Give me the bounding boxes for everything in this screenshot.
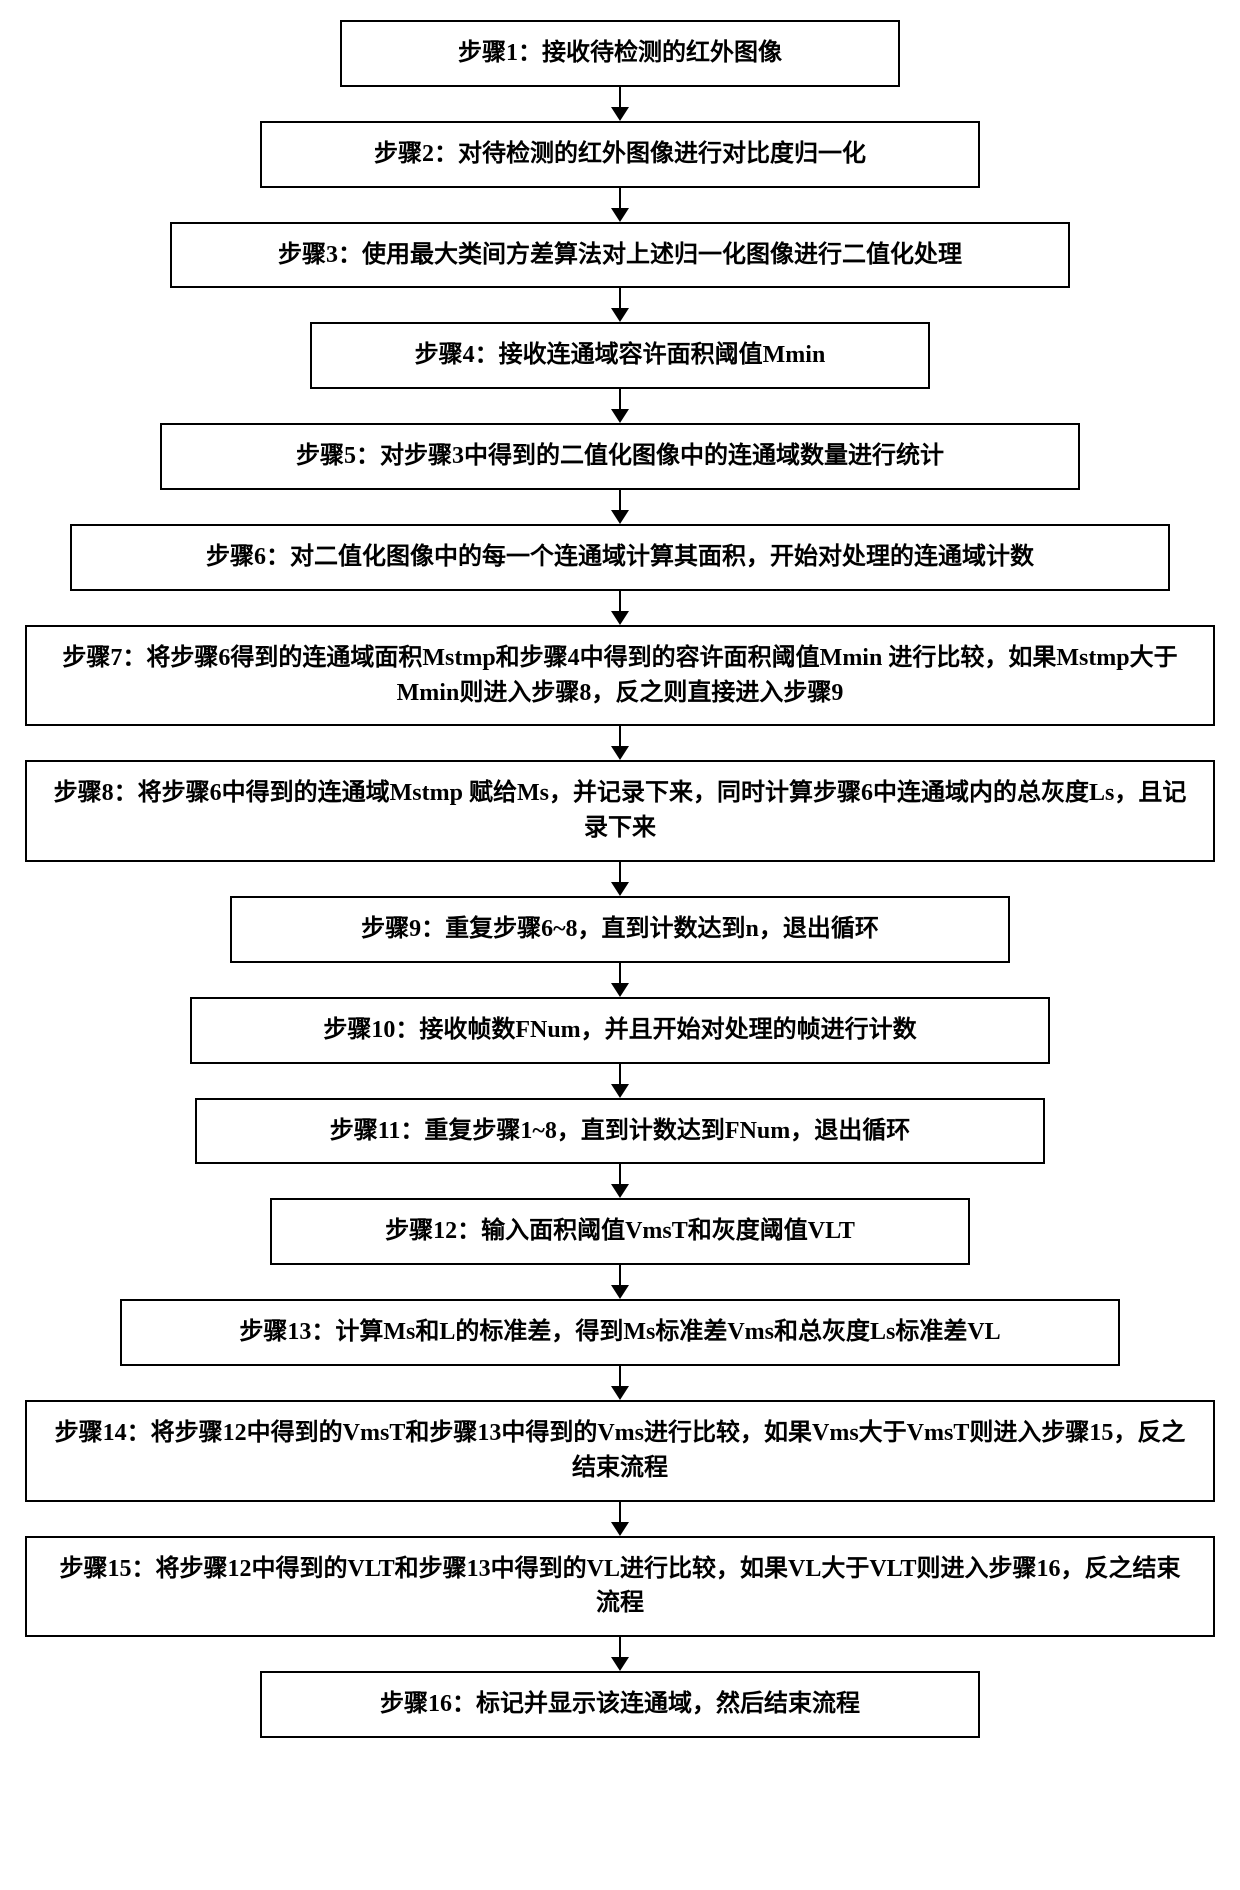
flow-node-step8: 步骤8：将步骤6中得到的连通域Mstmp 赋给Ms，并记录下来，同时计算步骤6中… <box>25 760 1215 862</box>
flow-node-step3: 步骤3：使用最大类间方差算法对上述归一化图像进行二值化处理 <box>170 222 1070 289</box>
arrow-down-icon <box>611 726 629 760</box>
flow-node-step15: 步骤15：将步骤12中得到的VLT和步骤13中得到的VL进行比较，如果VL大于V… <box>25 1536 1215 1638</box>
flow-node-step13: 步骤13：计算Ms和L的标准差，得到Ms标准差Vms和总灰度Ls标准差VL <box>120 1299 1120 1366</box>
arrow-down-icon <box>611 288 629 322</box>
arrow-down-icon <box>611 490 629 524</box>
arrow-down-icon <box>611 963 629 997</box>
arrow-down-icon <box>611 591 629 625</box>
arrow-down-icon <box>611 1265 629 1299</box>
arrow-down-icon <box>611 188 629 222</box>
flowchart-container: 步骤1：接收待检测的红外图像步骤2：对待检测的红外图像进行对比度归一化步骤3：使… <box>20 20 1220 1738</box>
arrow-down-icon <box>611 1064 629 1098</box>
flow-node-step11: 步骤11：重复步骤1~8，直到计数达到FNum，退出循环 <box>195 1098 1045 1165</box>
arrow-down-icon <box>611 87 629 121</box>
flow-node-step6: 步骤6：对二值化图像中的每一个连通域计算其面积，开始对处理的连通域计数 <box>70 524 1170 591</box>
flow-node-step5: 步骤5：对步骤3中得到的二值化图像中的连通域数量进行统计 <box>160 423 1080 490</box>
flow-node-step12: 步骤12：输入面积阈值VmsT和灰度阈值VLT <box>270 1198 970 1265</box>
flow-node-step2: 步骤2：对待检测的红外图像进行对比度归一化 <box>260 121 980 188</box>
arrow-down-icon <box>611 862 629 896</box>
flow-node-step14: 步骤14：将步骤12中得到的VmsT和步骤13中得到的Vms进行比较，如果Vms… <box>25 1400 1215 1502</box>
arrow-down-icon <box>611 1502 629 1536</box>
flow-node-step10: 步骤10：接收帧数FNum，并且开始对处理的帧进行计数 <box>190 997 1050 1064</box>
flow-node-step9: 步骤9：重复步骤6~8，直到计数达到n，退出循环 <box>230 896 1010 963</box>
flow-node-step1: 步骤1：接收待检测的红外图像 <box>340 20 900 87</box>
arrow-down-icon <box>611 1637 629 1671</box>
flow-node-step7: 步骤7：将步骤6得到的连通域面积Mstmp和步骤4中得到的容许面积阈值Mmin … <box>25 625 1215 727</box>
arrow-down-icon <box>611 1164 629 1198</box>
flow-node-step4: 步骤4：接收连通域容许面积阈值Mmin <box>310 322 930 389</box>
flow-node-step16: 步骤16：标记并显示该连通域，然后结束流程 <box>260 1671 980 1738</box>
arrow-down-icon <box>611 389 629 423</box>
arrow-down-icon <box>611 1366 629 1400</box>
